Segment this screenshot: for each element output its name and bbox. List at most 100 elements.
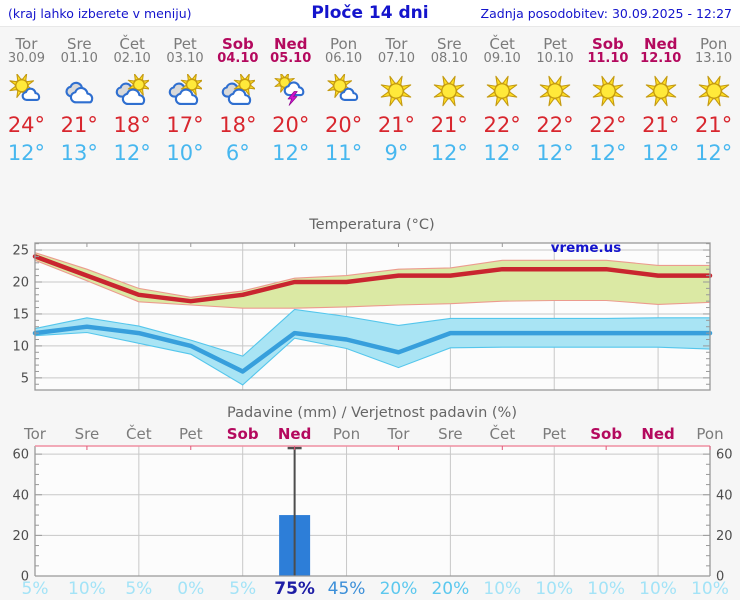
day-low-temp: 12° [694, 141, 733, 165]
day-name-label: Sob [591, 35, 624, 53]
day-column: Sre 01.10 21° 13° [53, 36, 106, 167]
day-name-label: Čet [489, 35, 515, 53]
precip-day-label: Pon [333, 425, 360, 443]
sunny-icon [423, 74, 476, 108]
day-column: Sre 08.10 21° 12° [423, 36, 476, 167]
day-high-temp: 18° [219, 113, 257, 137]
day-low-temp: 12° [536, 141, 574, 165]
day-low-temp: 12° [430, 141, 468, 165]
day-column: Čet 09.10 22° 12° [476, 36, 529, 167]
max-temperature-line [32, 254, 713, 304]
precip-day-label: Ned [641, 425, 674, 443]
day-high-temp: 20° [324, 113, 363, 137]
day-high-temp: 22° [536, 113, 574, 137]
precip-probability-label: 10% [639, 579, 677, 598]
day-high-temp: 21° [642, 113, 680, 137]
day-column: Sob 04.10 18° 6° [211, 36, 264, 167]
partly-sunny-icon [0, 74, 53, 108]
day-date-label: 02.10 [113, 51, 151, 66]
day-name-label: Pon [700, 35, 728, 53]
precip-y-axis-label-right: 0 [716, 570, 724, 585]
precip-probability-label: 5% [125, 579, 152, 598]
precip-day-label: Pet [179, 425, 203, 443]
precip-probability-label: 10% [535, 579, 573, 598]
sunny-icon [581, 74, 634, 108]
day-date-label: 10.10 [536, 51, 574, 66]
day-date-label: 04.10 [217, 51, 259, 66]
temperature-chart: 5 10 15 20 25 Temperatura (°C) vreme.us [0, 213, 740, 398]
precip-probability-label: 5% [229, 579, 256, 598]
day-date-label: 06.10 [324, 51, 363, 66]
day-date-label: 13.10 [694, 51, 733, 66]
precip-probability-label: 10% [483, 579, 521, 598]
forecast-strip: Tor 30.09 24° 12° Sre 01.10 21° 13° Čet 02.10 18° 1… [0, 27, 740, 167]
precip-probability-label: 10% [68, 579, 106, 598]
precip-probability-label: 20% [431, 579, 469, 598]
day-column: Ned 05.10 20° 12° [264, 36, 317, 167]
day-low-temp: 11° [324, 141, 363, 165]
last-update-label: Zadnja posodobitev: 30.09.2025 - 12:27 [480, 5, 732, 21]
day-name-label: Ned [644, 35, 678, 53]
day-high-temp: 21° [60, 113, 98, 137]
day-name-label: Čet [119, 35, 145, 53]
day-low-temp: 12° [272, 141, 310, 165]
day-column: Tor 30.09 24° 12° [0, 36, 53, 167]
temp-y-axis-label: 20 [12, 275, 29, 290]
day-low-temp: 9° [384, 141, 409, 165]
sunny-icon [687, 74, 740, 108]
day-high-temp: 21° [377, 113, 416, 137]
precip-probability-label: 20% [380, 579, 418, 598]
precip-probability-label: 75% [274, 579, 315, 598]
precip-y-axis-label-left: 60 [12, 448, 29, 463]
precip-day-label: Sre [75, 425, 100, 443]
day-high-temp: 21° [694, 113, 733, 137]
temp-y-axis-label: 25 [12, 244, 29, 259]
precip-day-label: Sre [438, 425, 463, 443]
precip-y-axis-label-left: 20 [12, 529, 29, 544]
sunny-icon [370, 74, 423, 108]
precip-day-label: Tor [386, 425, 410, 443]
day-low-temp: 12° [483, 141, 521, 165]
mostly-cloudy-icon [211, 74, 264, 108]
precip-probability-label: 10% [587, 579, 625, 598]
precip-chart-title: Padavine (mm) / Verjetnost padavin (%) [227, 405, 517, 421]
day-date-label: 05.10 [270, 51, 312, 66]
precip-y-axis-label-right: 60 [716, 448, 733, 463]
temperature-chart-title: Temperatura (°C) [308, 217, 434, 233]
day-high-temp: 22° [589, 113, 627, 137]
day-low-temp: 12° [589, 141, 627, 165]
thunderstorm-icon [264, 74, 317, 108]
cloudy-icon [53, 74, 106, 108]
day-low-temp: 10° [166, 141, 204, 165]
day-high-temp: 18° [113, 113, 151, 137]
sunny-icon [634, 74, 687, 108]
precip-probability-label: 10% [691, 579, 729, 598]
day-name-label: Ned [273, 35, 308, 53]
precip-y-axis-label-left: 0 [21, 570, 29, 585]
precip-probability-label: 45% [328, 579, 366, 598]
day-column: Čet 02.10 18° 12° [106, 36, 159, 167]
precip-probability-label: 0% [177, 579, 204, 598]
day-date-label: 12.10 [640, 51, 682, 66]
day-name-label: Tor [385, 35, 408, 53]
day-low-temp: 6° [225, 141, 250, 165]
precipitation-chart: Padavine (mm) / Verjetnost padavin (%) To… [0, 401, 740, 598]
day-high-temp: 22° [483, 113, 521, 137]
day-name-label: Sob [221, 35, 254, 53]
precip-day-label: Ned [278, 425, 311, 443]
day-column: Pon 06.10 20° 11° [317, 36, 370, 167]
temp-y-axis-label: 15 [12, 307, 29, 322]
day-name-label: Sre [66, 35, 92, 53]
day-high-temp: 17° [166, 113, 204, 137]
day-date-label: 07.10 [377, 51, 416, 66]
mostly-cloudy-icon [159, 74, 212, 108]
day-name-label: Tor [15, 35, 38, 53]
day-column: Tor 07.10 21° 9° [370, 36, 423, 167]
temp-y-axis-label: 10 [12, 339, 29, 354]
location-menu-hint: (kraj lahko izberete v meniju) [8, 5, 192, 21]
day-name-label: Pet [543, 35, 567, 53]
header-bar: (kraj lahko izberete v meniju) Ploče 14 … [0, 0, 740, 27]
day-name-label: Pon [329, 35, 358, 53]
day-low-temp: 12° [7, 141, 46, 165]
day-high-temp: 21° [430, 113, 468, 137]
